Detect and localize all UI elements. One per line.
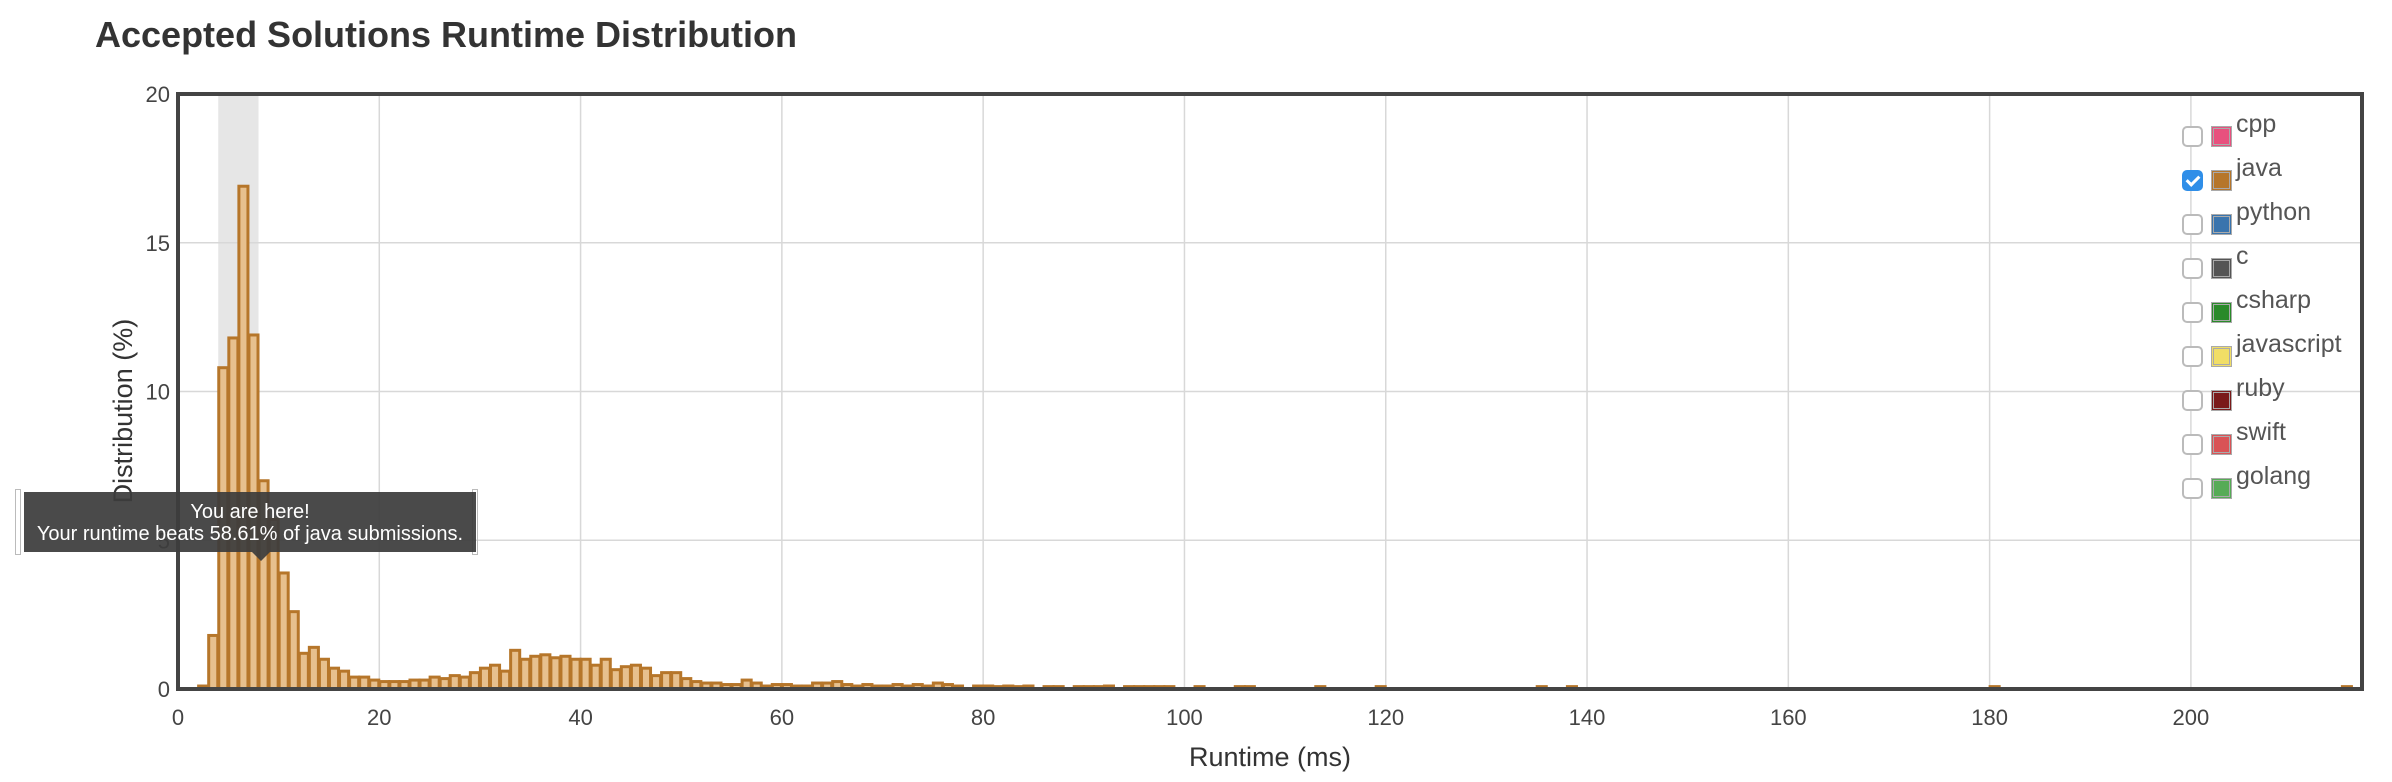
checkbox-java[interactable] (2182, 169, 2203, 191)
histogram-bar (579, 657, 592, 691)
legend-item-ruby[interactable]: ruby (2182, 372, 2342, 416)
runtime-tooltip: You are here! Your runtime beats 58.61% … (24, 492, 476, 561)
tooltip-line-2: Your runtime beats 58.61% of java submis… (36, 523, 464, 545)
swatch-ruby (2211, 389, 2232, 411)
checkbox-javascript[interactable] (2182, 345, 2203, 367)
histogram-bar (569, 657, 582, 691)
y-tick-label: 15 (146, 231, 170, 256)
chart-title: Accepted Solutions Runtime Distribution (95, 14, 798, 55)
histogram-bar (207, 633, 220, 691)
x-tick-label: 180 (1971, 705, 2008, 730)
legend-label-c: c (2236, 241, 2249, 270)
grid-layer (178, 94, 2362, 689)
checkbox-swift[interactable] (2182, 433, 2203, 455)
legend-item-csharp[interactable]: csharp (2182, 284, 2342, 328)
histogram-bar (559, 654, 572, 691)
legend-label-javascript: javascript (2236, 329, 2342, 358)
legend-label-ruby: ruby (2236, 373, 2285, 402)
histogram-bar (670, 671, 683, 691)
x-tick-label: 140 (1569, 705, 1606, 730)
histogram-bar (468, 671, 481, 691)
x-tick-label: 40 (568, 705, 592, 730)
histogram-bar (529, 654, 542, 691)
y-axis-label: Distribution (%) (108, 319, 138, 504)
x-tick-label: 80 (971, 705, 995, 730)
histogram-bar (589, 663, 602, 691)
swatch-csharp (2211, 301, 2232, 323)
x-tick-label: 0 (172, 705, 184, 730)
tooltip-line-1: You are here! (190, 501, 310, 523)
y-tick-label: 20 (146, 82, 170, 107)
histogram-bar (599, 657, 612, 691)
legend-label-csharp: csharp (2236, 285, 2312, 314)
histogram-bar (499, 669, 512, 691)
checkbox-ruby[interactable] (2182, 389, 2203, 411)
histogram-bar (277, 571, 290, 691)
histogram-bar (448, 674, 461, 691)
x-tick-label: 200 (2173, 705, 2210, 730)
histogram-bar (609, 668, 622, 691)
legend-item-java[interactable]: java (2182, 152, 2342, 196)
histogram-bar (287, 610, 300, 691)
swatch-python (2211, 213, 2232, 235)
histogram-bar (519, 657, 532, 691)
x-tick-label: 60 (770, 705, 794, 730)
swatch-cpp (2211, 125, 2232, 147)
legend-label-swift: swift (2236, 417, 2286, 446)
swatch-c (2211, 257, 2232, 279)
y-tick-label: 10 (146, 380, 170, 405)
swatch-java (2211, 169, 2232, 191)
checkbox-python[interactable] (2182, 213, 2203, 235)
x-tick-label: 100 (1166, 705, 1203, 730)
y-tick-label: 0 (158, 677, 170, 702)
legend-item-c[interactable]: c (2182, 240, 2342, 284)
checkbox-cpp[interactable] (2182, 125, 2203, 147)
histogram-bar (489, 663, 502, 691)
histogram-bar (478, 666, 492, 691)
histogram-bar (539, 653, 552, 691)
histogram-bar (338, 669, 351, 691)
tooltip-bracket-left (15, 489, 21, 555)
legend-label-golang: golang (2236, 461, 2312, 490)
swatch-swift (2211, 433, 2232, 455)
histogram-bar (327, 666, 341, 691)
histogram-bar (237, 184, 250, 691)
legend-item-swift[interactable]: swift (2182, 416, 2342, 460)
checkbox-c[interactable] (2182, 257, 2203, 279)
histogram-bar (650, 674, 663, 691)
swatch-golang (2211, 477, 2232, 499)
legend-item-python[interactable]: python (2182, 196, 2342, 240)
histogram-bar (509, 648, 522, 691)
checkbox-golang[interactable] (2182, 477, 2203, 499)
legend-label-cpp: cpp (2236, 109, 2277, 138)
histogram-bar (629, 663, 642, 691)
axis-layer: 02040608010012014016018020005101520 (146, 82, 2210, 730)
histogram-bar (297, 651, 310, 691)
legend-item-cpp[interactable]: cpp (2182, 108, 2342, 152)
legend-label-python: python (2236, 197, 2312, 226)
plot-frame (176, 92, 2364, 691)
legend-item-javascript[interactable]: javascript (2182, 328, 2342, 372)
histogram-bar (639, 666, 653, 691)
x-tick-label: 20 (367, 705, 391, 730)
x-tick-label: 120 (1367, 705, 1404, 730)
legend-label-java: java (2236, 153, 2282, 182)
swatch-javascript (2211, 345, 2232, 367)
histogram-bar (549, 656, 562, 691)
checkbox-csharp[interactable] (2182, 301, 2203, 323)
x-axis-label: Runtime (ms) (1189, 742, 1351, 772)
histogram-bar (317, 657, 330, 691)
legend-item-golang[interactable]: golang (2182, 460, 2342, 504)
x-tick-label: 160 (1770, 705, 1807, 730)
histogram-bar (307, 645, 320, 691)
histogram-bar (660, 671, 673, 691)
language-legend: cpp java python c csharp javascript ruby… (2182, 108, 2342, 504)
bar-layer (197, 184, 2353, 691)
histogram-bar (619, 665, 632, 691)
